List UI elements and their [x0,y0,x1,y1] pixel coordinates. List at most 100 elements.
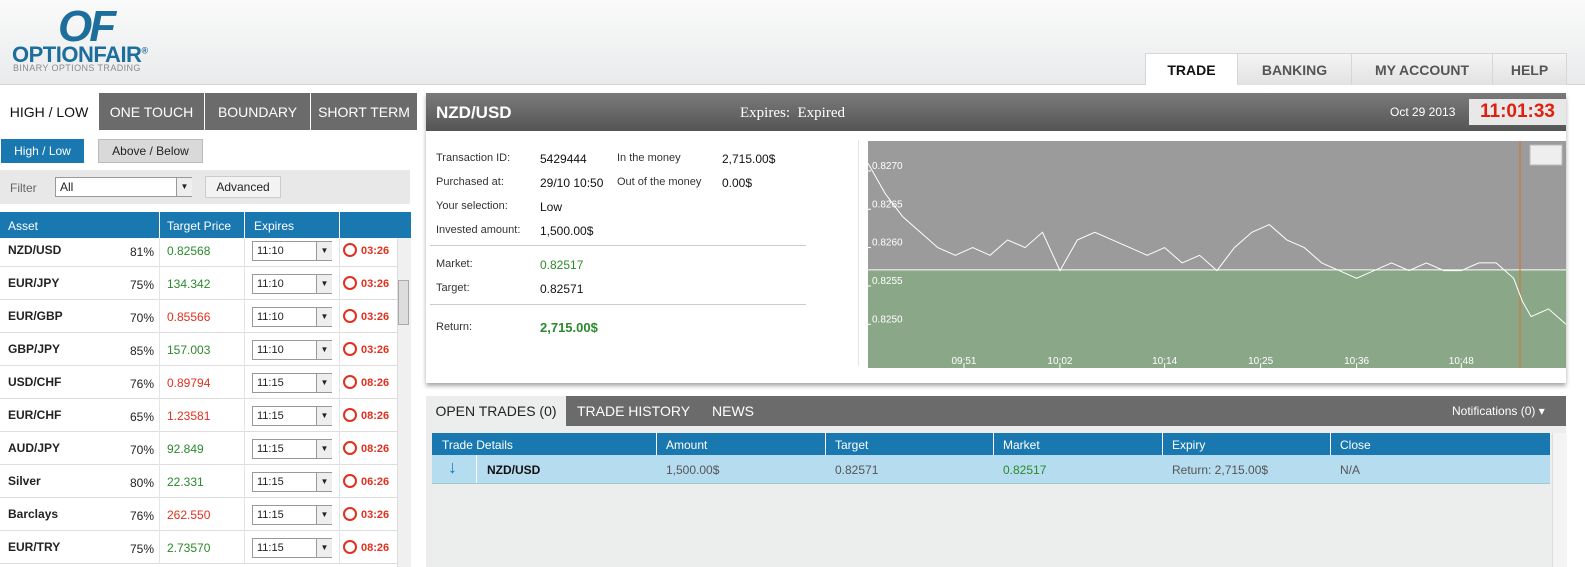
countdown: 03:26 [361,311,390,323]
table-header-cell: Trade Details [442,438,513,452]
table-header-cell: Close [1340,438,1371,452]
money-value: 2,715.00$ [722,152,776,166]
asset-payout: 81% [129,245,154,259]
asset-price: 0.85566 [167,310,211,324]
countdown: 03:26 [361,344,390,356]
chart-icon [1529,144,1563,166]
option-tab[interactable]: HIGH / LOW [0,93,98,130]
select-arrow: ▼ [316,506,332,524]
asset-name: Barclays [8,507,59,521]
asset-header-cell: Target Price [167,219,232,233]
clock-icon [343,474,357,488]
money-value: 0.00$ [722,176,753,190]
sub-tab[interactable]: Above / Below [98,139,203,163]
y-tick-label: 0.8265 [872,199,903,210]
table-header-cell: Amount [666,438,708,452]
trade-cell: 0.82571 [835,463,879,477]
expiry-select[interactable]: 11:15 [252,406,332,426]
trade-cell: N/A [1340,463,1361,477]
table-header [432,433,1550,455]
nav-tab[interactable]: MY ACCOUNT [1351,53,1493,85]
filter-select[interactable]: All [55,177,192,197]
nav-tab[interactable]: BANKING [1237,53,1352,85]
bottom-tab[interactable]: NEWS [701,396,765,426]
select-arrow: ▼ [316,407,332,425]
col-sep [476,455,477,483]
chart-area-below [868,269,1566,368]
option-tab[interactable]: ONE TOUCH [99,93,204,130]
clock-icon [343,507,357,521]
select-arrow: ▼ [316,374,332,392]
price-chart: 0.8270 0.8265 0.8260 0.8255 0.8250 09:51 10:02… [868,141,1566,368]
expiry-select[interactable]: 11:10 [252,274,332,294]
countdown: 03:26 [361,509,390,521]
col-sep [159,238,160,267]
trade-time: 11:01:33 [1469,99,1566,125]
notifications-label[interactable]: Notifications (0) [1452,404,1536,418]
asset-price: 157.003 [167,343,211,357]
expiry-select[interactable]: 11:15 [252,439,332,459]
select-arrow: ▼ [316,341,332,359]
nav-tab[interactable]: HELP [1492,53,1567,85]
col-sep [244,465,245,498]
sub-tab[interactable]: High / Low [1,139,84,163]
col-sep [159,498,160,531]
asset-price: 0.89794 [167,376,211,390]
expiry-select[interactable]: 11:15 [252,505,332,525]
detail-value: 1,500.00$ [540,224,594,238]
countdown: 08:26 [361,542,390,554]
asset-name: EUR/TRY [8,540,61,554]
countdown: 03:26 [361,278,390,290]
detail-value: 29/10 10:50 [540,176,604,190]
filter-label: Filter [10,181,37,195]
return-label: Return: [436,321,473,333]
clock-icon [343,243,357,257]
logo-mark: OF [58,2,116,51]
x-tick-label: 10:25 [1248,356,1273,367]
filter-button[interactable]: Advanced [205,176,281,198]
asset-payout: 70% [129,311,154,325]
expiry-select[interactable]: 11:10 [252,307,332,327]
option-tab[interactable]: BOUNDARY [205,93,310,130]
expiry-select[interactable]: 11:10 [252,340,332,360]
clock-icon [343,342,357,356]
asset-payout: 75% [129,278,154,292]
asset-name: GBP/JPY [8,342,61,356]
col-sep [159,399,160,432]
col-sep [339,465,340,498]
bottom-tab[interactable]: TRADE HISTORY [567,396,700,426]
nav-tab[interactable]: TRADE [1145,53,1238,85]
table-header-cell: Target [835,438,869,452]
bottom-tab[interactable]: OPEN TRADES (0) [426,396,566,426]
detail-value: 5429444 [540,152,587,166]
scroll-thumb[interactable] [398,280,409,325]
col-sep [159,465,160,498]
target-label: Target: [436,282,470,294]
detail-label: Your selection: [436,200,508,212]
clock-icon [343,408,357,422]
asset-price: 22.331 [167,475,204,489]
asset-name: EUR/GBP [8,309,63,323]
option-tab[interactable]: SHORT TERM [311,93,417,130]
table-scrollbar [1552,433,1567,567]
y-tick-label: 0.8260 [872,238,903,249]
expiry-select[interactable]: 11:10 [252,241,332,261]
col-sep [159,212,160,238]
table-header-cell: Expiry [1172,438,1206,452]
detail-value: Low [540,200,563,214]
x-tick-label: 10:48 [1449,356,1474,367]
trade-row[interactable] [432,455,1550,484]
trade-expires: Expires: Expired [740,105,845,122]
trade-header [426,93,1566,131]
asset-payout: 85% [129,344,154,358]
col-sep [159,531,160,564]
asset-header-cell: Expires [254,219,295,233]
select-arrow: ▼ [316,539,332,557]
asset-payout: 70% [129,443,154,457]
col-sep [244,531,245,564]
clock-icon [343,309,357,323]
divider [858,140,859,366]
market-label: Market: [436,258,473,270]
col-sep [339,333,340,366]
notifications[interactable]: Notifications (0) ▾ [1452,404,1545,418]
